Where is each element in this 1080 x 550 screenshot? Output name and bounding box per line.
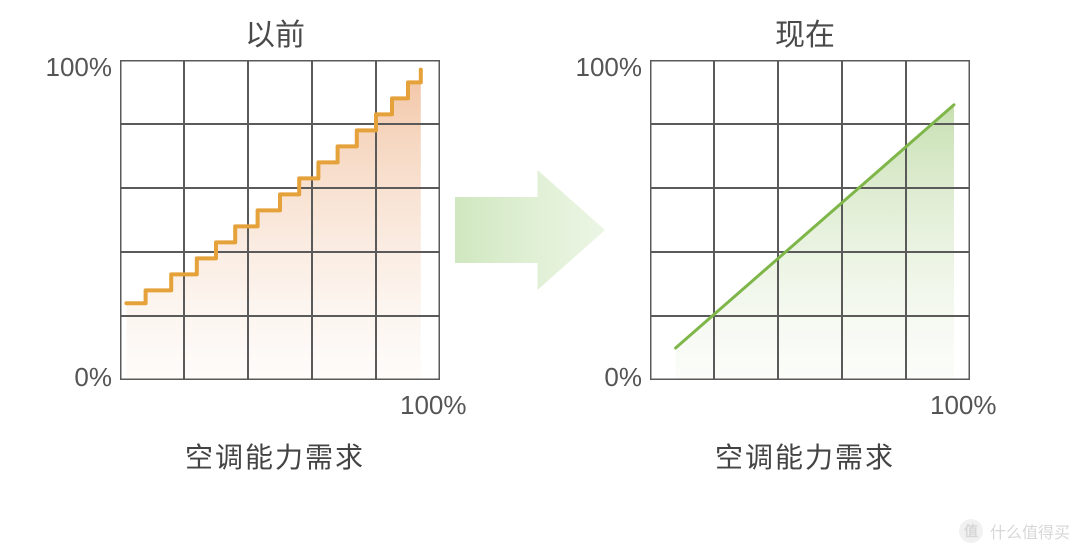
y-axis-min-right: 0%	[604, 362, 642, 393]
y-axis-max-left: 100%	[46, 52, 113, 83]
x-axis-label-left: 空调能力需求	[60, 436, 490, 476]
x-axis-label-right: 空调能力需求	[590, 436, 1020, 476]
watermark-text: 什么值得买	[990, 519, 1070, 543]
svg-text:值: 值	[964, 523, 978, 539]
panel-title-now: 现在	[590, 10, 1020, 54]
chart-now	[650, 60, 970, 380]
x-axis-max-left: 100%	[400, 390, 467, 421]
y-axis-max-right: 100%	[576, 52, 643, 83]
chart-before	[120, 60, 440, 380]
watermark-icon: 值	[958, 518, 984, 544]
panel-title-before: 以前	[60, 10, 490, 54]
watermark: 值 什么值得买	[958, 518, 1070, 544]
figure-root: 以前 100% 0% 100% 空调能力需求 现在 100% 0% 100% 空…	[0, 0, 1080, 550]
x-axis-max-right: 100%	[930, 390, 997, 421]
y-axis-min-left: 0%	[74, 362, 112, 393]
transition-arrow-icon	[455, 170, 605, 295]
